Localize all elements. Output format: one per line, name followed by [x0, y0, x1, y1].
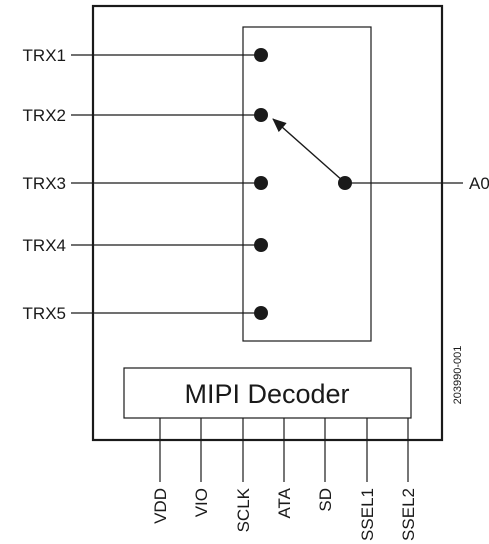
- pin-sd: SD: [316, 418, 335, 512]
- vdd-label: VDD: [151, 488, 170, 524]
- port-trx4: TRX4: [23, 236, 268, 255]
- ata-label: ATA: [275, 487, 294, 518]
- vio-label: VIO: [192, 488, 211, 517]
- trx3-contact-dot: [254, 176, 268, 190]
- a0-label: A0: [469, 174, 489, 193]
- mipi-decoder-block: MIPI Decoder: [123, 367, 412, 419]
- pin-ssel2: SSEL2: [399, 418, 418, 541]
- sd-label: SD: [316, 488, 335, 512]
- port-trx2: TRX2: [23, 106, 268, 125]
- pin-vio: VIO: [192, 418, 211, 517]
- trx2-label: TRX2: [23, 106, 66, 125]
- switch-arm-arrow: [272, 118, 344, 182]
- figure-id-label: 203990-001: [452, 346, 464, 405]
- trx5-label: TRX5: [23, 304, 66, 323]
- ssel1-label: SSEL1: [358, 488, 377, 541]
- pin-ata: ATA: [275, 418, 294, 519]
- ssel2-label: SSEL2: [399, 488, 418, 541]
- mipi-decoder-label: MIPI Decoder: [184, 379, 349, 409]
- port-trx3: TRX3: [23, 174, 268, 193]
- trx1-contact-dot: [254, 48, 268, 62]
- trx1-label: TRX1: [23, 46, 66, 65]
- pin-ssel1: SSEL1: [358, 418, 377, 541]
- device-package-box: [91, 4, 444, 442]
- sclk-label: SCLK: [234, 487, 253, 532]
- mipi-decoder-box: [123, 367, 412, 419]
- trx3-label: TRX3: [23, 174, 66, 193]
- trx4-label: TRX4: [23, 236, 66, 255]
- pin-sclk: SCLK: [234, 418, 253, 532]
- antenna-port: A0: [338, 174, 489, 193]
- trx-ports: TRX1 TRX2 TRX3 TRX4 TRX5: [23, 46, 268, 323]
- trx4-contact-dot: [254, 238, 268, 252]
- port-trx5: TRX5: [23, 304, 268, 323]
- trx5-contact-dot: [254, 306, 268, 320]
- port-trx1: TRX1: [23, 46, 268, 65]
- switch-box: [242, 26, 372, 342]
- pin-vdd: VDD: [151, 418, 170, 524]
- control-pins: VDD VIO SCLK ATA SD SSEL1 SSEL2: [151, 418, 418, 541]
- trx2-contact-dot: [254, 108, 268, 122]
